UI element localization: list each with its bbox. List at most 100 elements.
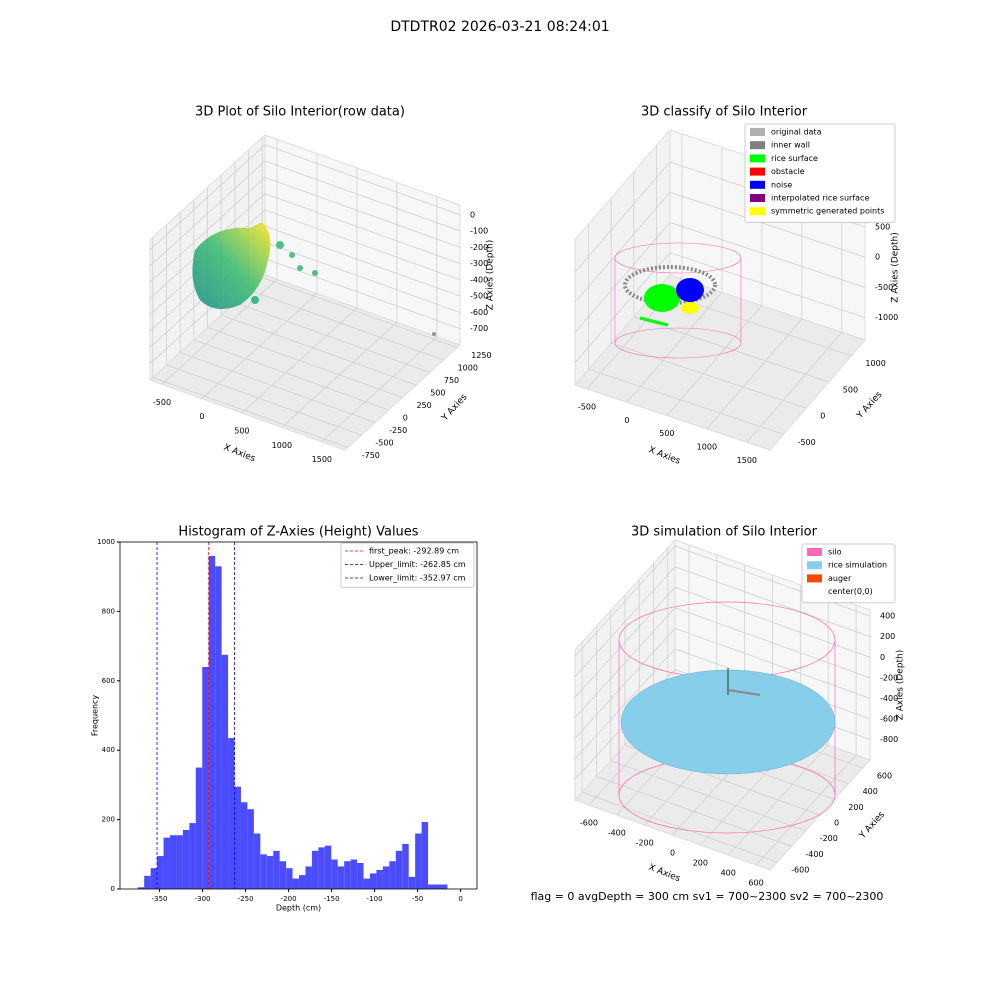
bar [137, 887, 145, 889]
legend-swatch [807, 561, 822, 570]
bar [324, 845, 332, 889]
bar [176, 835, 183, 889]
grid-line [221, 314, 417, 386]
y-tick-label: -250 [389, 426, 407, 435]
legend-label: Upper_limit: -262.85 cm [369, 560, 466, 569]
grid-line [248, 289, 444, 361]
z-tick-label: -500 [470, 292, 488, 301]
y-tick-label: 1000 [865, 359, 885, 368]
legend-label: obstacle [771, 167, 805, 176]
bar [357, 862, 364, 889]
x-tick-label: 0 [624, 416, 629, 425]
bar [266, 856, 274, 889]
bar [305, 866, 312, 889]
bar [337, 866, 345, 889]
bar [189, 823, 196, 889]
y-axis-label: Y Axies [855, 390, 885, 422]
bar [202, 666, 209, 889]
grid-line [746, 332, 843, 443]
y-axis-label: Frequency [91, 695, 100, 737]
x-tick-label: 500 [659, 429, 674, 438]
y-tick-label: 200 [848, 803, 863, 812]
y-tick-label: 1000 [97, 538, 115, 546]
x-tick-label: -400 [608, 829, 626, 838]
grid-line [264, 176, 461, 248]
legend-label: inner wall [771, 141, 810, 150]
grid-line [574, 566, 676, 677]
grid-line [207, 327, 403, 398]
cloud-classify [614, 242, 742, 359]
grid-line [166, 364, 362, 436]
grid-line [626, 292, 723, 403]
cloud-raw [192, 222, 436, 336]
grid-line [674, 586, 871, 658]
bar [299, 875, 306, 889]
y-tick-label: 750 [444, 376, 459, 385]
y-tick-label: 400 [863, 787, 878, 796]
grid-line [149, 177, 266, 283]
y-tick-label: 0 [111, 885, 115, 893]
legend-box [744, 123, 896, 223]
z-tick-label: -200 [470, 243, 488, 252]
x-axis-label: Depth (cm) [276, 904, 321, 913]
legend-label: silo [828, 548, 842, 557]
bar [331, 859, 338, 889]
x-tick-label: -50 [412, 895, 423, 903]
x-tick-label: 1500 [737, 456, 757, 465]
x-tick-label: -250 [238, 895, 254, 903]
grid-line [669, 252, 866, 319]
grid-line [611, 342, 807, 409]
x-tick-label: -500 [153, 398, 171, 407]
legend-swatch [750, 128, 765, 136]
y-tick-label: 1250 [471, 351, 491, 360]
grid-line [262, 277, 458, 348]
x-tick-label: -200 [281, 895, 297, 903]
bar [195, 767, 203, 889]
bar [215, 566, 222, 889]
z-axis-label: Z Axies (Depth) [486, 240, 496, 311]
grid-line [264, 209, 461, 281]
grid-line [149, 160, 266, 267]
x-tick-label: 200 [693, 859, 708, 868]
x-tick-label: 500 [234, 426, 249, 435]
grid-line [588, 368, 784, 435]
bar [228, 738, 235, 889]
grid-line [674, 545, 871, 617]
grid-line [179, 352, 376, 423]
legend-label: first_peak: -292.89 cm [369, 547, 459, 556]
bar [260, 854, 267, 889]
grid-line [264, 242, 461, 313]
grid-line [596, 776, 792, 847]
bar [157, 856, 164, 889]
bar [253, 833, 261, 889]
z-tick-label: -400 [470, 275, 488, 284]
bar [415, 833, 422, 889]
grid-line [633, 316, 829, 383]
bar [292, 878, 300, 889]
grid-line [152, 377, 348, 448]
z-tick-label: -600 [470, 308, 488, 317]
z-tick-label: -100 [470, 227, 488, 236]
bar [376, 869, 383, 889]
y-tick-label: 1000 [458, 364, 478, 373]
grid-line [706, 318, 803, 430]
y-tick-label: -750 [362, 451, 380, 460]
legend-box [340, 542, 475, 588]
bar [318, 847, 325, 889]
bar [428, 884, 435, 889]
cloud-simulation [618, 601, 836, 834]
bar [369, 873, 377, 889]
legend-box [801, 543, 896, 604]
y-tick-label: 500 [843, 385, 858, 394]
bar [408, 876, 416, 889]
grid-line [666, 305, 763, 416]
bar [395, 850, 403, 889]
bar [286, 868, 293, 889]
bar [279, 861, 287, 889]
grid-line [574, 252, 671, 363]
x-tick-label: 1000 [697, 442, 717, 451]
legend-swatch [750, 207, 765, 216]
legend-label: rice surface [771, 154, 818, 163]
grid-line [264, 193, 461, 264]
